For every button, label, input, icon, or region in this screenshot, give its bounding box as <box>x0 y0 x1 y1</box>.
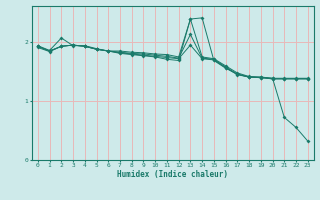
X-axis label: Humidex (Indice chaleur): Humidex (Indice chaleur) <box>117 170 228 179</box>
